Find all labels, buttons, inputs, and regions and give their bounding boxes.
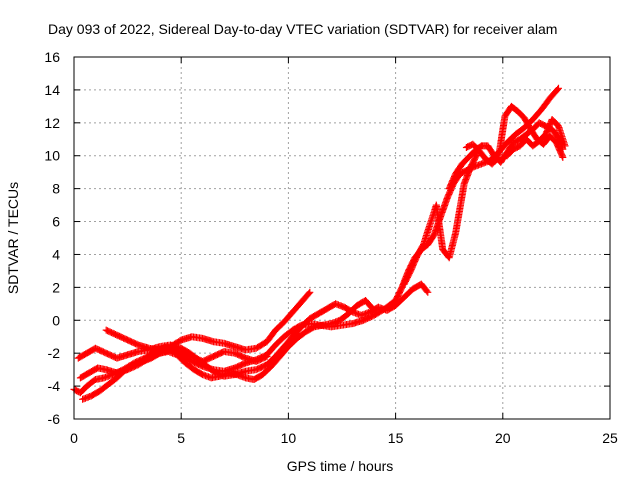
y-tick-label: 0 <box>52 312 60 328</box>
x-tick-label: 10 <box>281 430 297 446</box>
tick-labels-layer: 0 5 10 15 20 25 -6 -4 -2 0 2 4 6 8 10 12 14 16 <box>44 49 618 446</box>
series-track-e <box>76 346 271 382</box>
y-tick-label: 12 <box>44 115 60 131</box>
data-point <box>423 287 431 295</box>
data-point <box>424 288 432 296</box>
ticks-layer <box>73 56 611 420</box>
data-point <box>306 288 314 296</box>
x-tick-label: 5 <box>177 430 185 446</box>
series-track-h <box>462 102 567 168</box>
data-point <box>555 84 562 92</box>
x-tick-label: 15 <box>388 430 404 446</box>
y-tick-label: 4 <box>52 246 60 262</box>
y-tick-label: 2 <box>52 279 60 295</box>
y-axis-label: SDTVAR / TECUs <box>5 182 21 294</box>
y-tick-label: 16 <box>44 49 60 65</box>
y-tick-label: 10 <box>44 148 60 164</box>
y-tick-label: 8 <box>52 181 60 197</box>
series-track-i <box>503 116 569 160</box>
series-track-d <box>102 288 314 354</box>
y-tick-label: 14 <box>44 82 60 98</box>
data-point <box>263 353 271 360</box>
x-axis-label: GPS time / hours <box>287 458 394 474</box>
data-point <box>554 85 562 93</box>
series-track-f <box>400 150 481 288</box>
data-point <box>559 153 567 161</box>
data-point <box>305 289 313 297</box>
data-point <box>370 306 378 314</box>
grid-layer <box>74 57 610 419</box>
chart-title: Day 093 of 2022, Sidereal Day-to-day VTE… <box>48 21 557 37</box>
x-tick-label: 25 <box>602 430 618 446</box>
y-tick-label: -2 <box>48 345 61 361</box>
x-tick-label: 20 <box>495 430 511 446</box>
points-layer <box>70 84 569 403</box>
y-tick-label: 6 <box>52 214 60 230</box>
plot-frame <box>73 56 611 420</box>
x-tick-label: 0 <box>70 430 78 446</box>
data-point <box>561 142 569 150</box>
y-tick-label: -4 <box>48 378 61 394</box>
data-point <box>369 305 377 313</box>
y-tick-label: -6 <box>48 411 61 427</box>
